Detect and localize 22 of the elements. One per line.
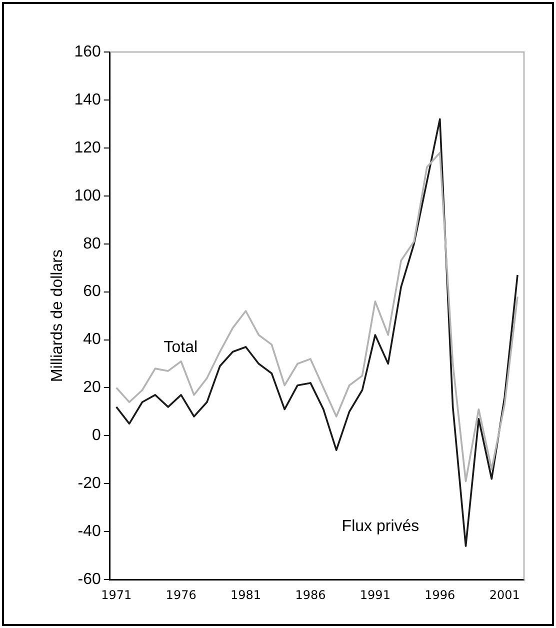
- x-tick-label: 2001: [489, 588, 520, 602]
- x-tick-label: 1991: [360, 588, 390, 602]
- y-tick-label: 0: [92, 427, 101, 444]
- y-tick-label: 100: [74, 187, 101, 204]
- x-tick-label: 1996: [424, 588, 456, 602]
- y-tick-label: -40: [78, 523, 101, 540]
- x-tick-label: 1986: [295, 588, 326, 602]
- y-tick-label: 140: [74, 91, 101, 108]
- y-tick-label: 20: [83, 379, 101, 396]
- y-tick-label: 60: [83, 283, 101, 300]
- y-axis-title: Milliards de dollars: [49, 250, 66, 382]
- y-tick-label: 120: [74, 139, 101, 156]
- y-tick-label: 40: [83, 331, 101, 348]
- y-tick-label: 80: [83, 235, 101, 252]
- y-tick-label: -20: [78, 475, 101, 492]
- x-tick-label: 1976: [166, 588, 196, 602]
- x-tick-label: 1971: [101, 588, 132, 602]
- y-tick-label: -60: [78, 571, 101, 588]
- x-tick-label: 1981: [230, 588, 262, 602]
- y-tick-label: 160: [74, 43, 101, 60]
- text: Flux privés: [342, 518, 420, 536]
- series-label: Total: [164, 338, 198, 356]
